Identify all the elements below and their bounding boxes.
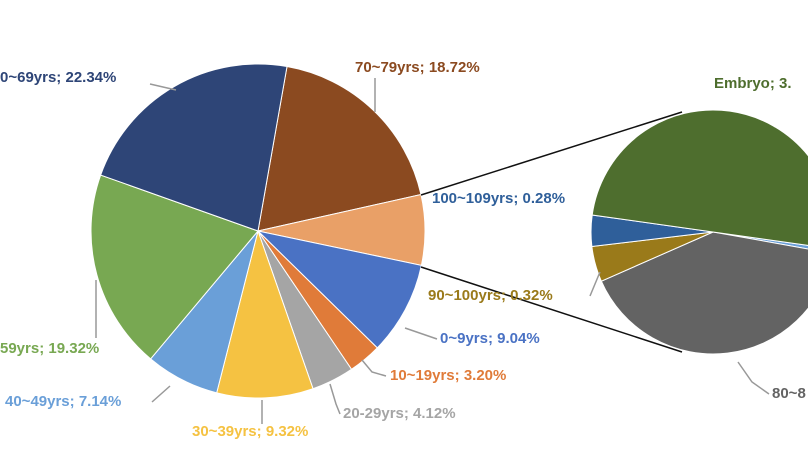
data-label: 70~79yrs; 18.72%	[355, 59, 480, 76]
leader-line	[329, 383, 341, 415]
connector-line	[420, 266, 683, 353]
leader-line	[149, 83, 177, 91]
leader-line	[361, 359, 387, 377]
pie-slice	[90, 174, 259, 360]
pie-slice	[257, 65, 422, 232]
connector-line	[420, 111, 683, 196]
pie-slice	[100, 63, 288, 232]
data-label: 59yrs; 19.32%	[0, 340, 99, 357]
data-label: 0~9yrs; 9.04%	[440, 330, 540, 347]
data-label: 0~69yrs; 22.34%	[0, 69, 116, 86]
leader-line	[151, 385, 171, 403]
data-label: 10~19yrs; 3.20%	[390, 367, 506, 384]
pie-slice	[591, 109, 808, 246]
data-label: 30~39yrs; 9.32%	[192, 423, 308, 440]
data-label: 40~49yrs; 7.14%	[5, 393, 121, 410]
pie-slice	[600, 231, 808, 355]
data-label: Embryo; 3.	[714, 75, 792, 92]
leader-line	[737, 361, 770, 395]
data-label: 90~100yrs; 0.32%	[428, 287, 553, 304]
data-label: 20-29yrs; 4.12%	[343, 405, 456, 422]
leader-line	[404, 327, 438, 340]
data-label: 80~8	[772, 385, 806, 402]
pie-slice	[216, 229, 314, 399]
data-label: 100~109yrs; 0.28%	[432, 190, 565, 207]
leader-line	[589, 271, 601, 297]
